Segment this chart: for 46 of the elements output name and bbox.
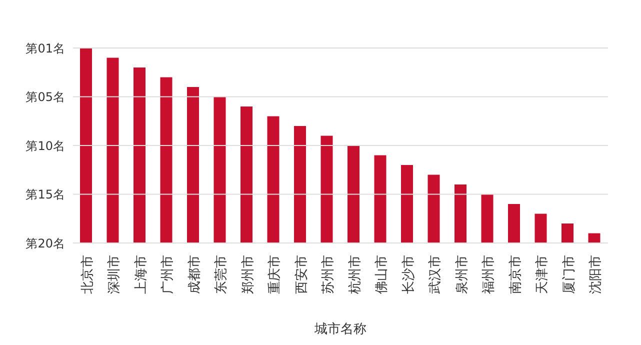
bar bbox=[454, 184, 466, 243]
ref-line-label: 第10名 bbox=[26, 138, 65, 153]
x-tick-label: 沈阳市 bbox=[588, 255, 604, 294]
x-tick-label: 北京市 bbox=[80, 255, 96, 294]
x-tick-label: 南京市 bbox=[508, 255, 524, 294]
x-tick-label: 杭州市 bbox=[348, 255, 363, 295]
ref-line-label: 第15名 bbox=[26, 188, 65, 202]
bar bbox=[134, 68, 146, 243]
x-axis-title: 城市名称 bbox=[314, 322, 366, 337]
x-tick-label: 武汉市 bbox=[428, 255, 444, 294]
x-tick-label: 福州市 bbox=[482, 255, 497, 294]
bar bbox=[562, 224, 574, 243]
bar bbox=[508, 204, 520, 243]
x-tick-label: 佛山市 bbox=[374, 255, 390, 294]
bar bbox=[187, 87, 199, 243]
bar bbox=[106, 58, 119, 243]
x-tick-label: 苏州市 bbox=[321, 255, 336, 294]
bar bbox=[428, 174, 440, 243]
x-tick-label: 成都市 bbox=[187, 255, 202, 294]
x-tick-label: 上海市 bbox=[134, 255, 149, 294]
x-tick-label: 广州市 bbox=[160, 255, 176, 294]
bar bbox=[320, 136, 333, 243]
bar bbox=[214, 96, 226, 243]
bar bbox=[294, 126, 306, 243]
x-tick-label: 西安市 bbox=[293, 255, 310, 294]
bar bbox=[348, 146, 360, 243]
bar bbox=[267, 116, 280, 243]
bar bbox=[588, 233, 600, 243]
x-tick-label: 泉州市 bbox=[454, 255, 470, 294]
x-tick-label: 重庆市 bbox=[268, 255, 283, 294]
x-tick-label: 郑州市 bbox=[240, 255, 256, 294]
bar bbox=[481, 194, 494, 243]
ref-line-label: 第05名 bbox=[26, 90, 65, 104]
bar bbox=[240, 106, 252, 243]
x-tick-label: 长沙市 bbox=[401, 255, 416, 294]
bar bbox=[80, 48, 92, 243]
ref-line-label: 第20名 bbox=[26, 236, 65, 250]
bar bbox=[401, 165, 413, 243]
bar bbox=[534, 214, 547, 243]
x-tick-label: 深圳市 bbox=[107, 255, 122, 294]
x-tick-label: 东莞市 bbox=[214, 255, 230, 294]
bar bbox=[374, 155, 386, 243]
ref-line-label: 第01名 bbox=[26, 41, 65, 56]
bar bbox=[160, 77, 172, 243]
x-tick-label: 天津市 bbox=[535, 255, 550, 294]
x-tick-label: 厦门市 bbox=[560, 255, 577, 294]
